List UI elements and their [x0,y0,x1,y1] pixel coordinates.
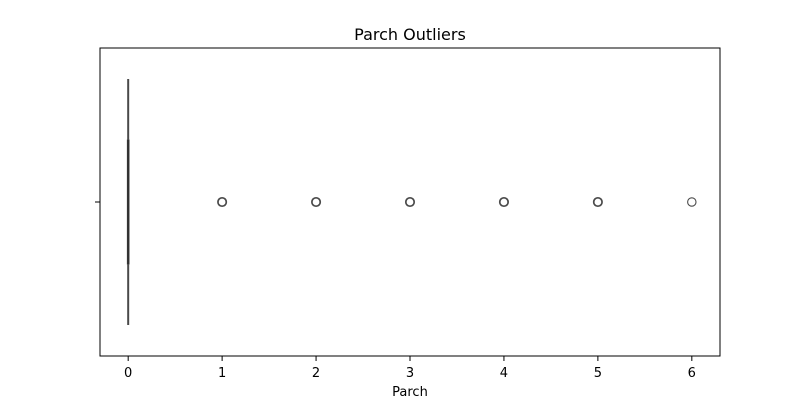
x-axis-label: Parch [392,385,428,400]
x-axis-tick-label: 2 [312,366,320,381]
x-axis-tick-label: 0 [124,366,132,381]
x-axis-ticks: 0 1 2 3 4 5 6 [124,356,696,381]
outlier-point [311,196,322,208]
x-axis-tick-label: 4 [500,366,508,381]
box-group [126,79,130,325]
outlier-point [498,196,509,208]
x-axis-tick-label: 5 [594,366,602,381]
outlier-points [217,196,697,208]
x-axis-tick-label: 6 [688,366,696,381]
plot-area-frame [99,47,721,357]
outlier-point [404,196,416,208]
chart-title: Parch Outliers [354,25,466,44]
x-axis-tick-label: 1 [218,366,226,381]
outlier-point [592,196,603,208]
outlier-point [217,196,228,208]
x-axis-tick-label: 3 [406,366,414,381]
outlier-point [687,197,697,207]
